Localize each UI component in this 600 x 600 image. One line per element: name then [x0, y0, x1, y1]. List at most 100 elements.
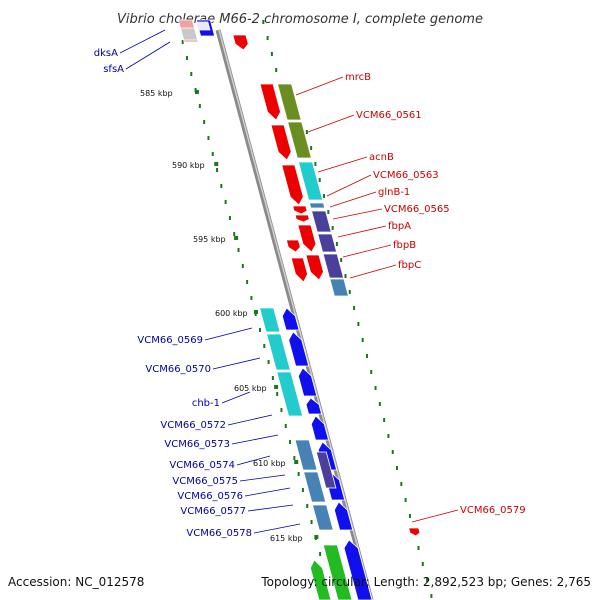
cog-box: [317, 233, 338, 253]
tick-dot: [310, 520, 313, 524]
tick-dot: [306, 504, 309, 508]
kbp-tick: [274, 385, 279, 389]
gene-arrow: [408, 527, 421, 537]
gene-label-reverse: VCM66_0572: [160, 420, 226, 431]
gene-arrow: [297, 367, 318, 397]
label-leader: [119, 29, 166, 54]
gene-arrow: [288, 331, 310, 367]
kbp-label: 595 kbp: [193, 235, 226, 244]
gene-label-forward: VCM66_0579: [460, 505, 526, 516]
gene-arrow: [294, 214, 310, 223]
gene-arrow: [290, 257, 308, 283]
tick-dot: [378, 402, 381, 406]
gene-label-forward: VCM66_0565: [384, 204, 450, 215]
tick-dot: [348, 290, 351, 294]
tick-dot: [357, 322, 360, 326]
tick-dot: [335, 242, 338, 246]
tick-dot: [224, 200, 227, 204]
label-leader: [411, 509, 459, 523]
label-leader: [227, 414, 273, 426]
gene-arrow: [333, 501, 354, 531]
cog-box: [266, 333, 291, 371]
gene-arrow: [309, 559, 332, 600]
tick-dot: [190, 72, 193, 76]
cog-box: [308, 202, 326, 209]
label-leader: [307, 114, 355, 133]
label-leader: [239, 474, 286, 482]
tick-dot: [314, 162, 317, 166]
tick-dot: [181, 40, 184, 44]
label-leader: [221, 391, 251, 404]
label-leader: [332, 208, 383, 220]
kbp-label: 615 kbp: [270, 534, 303, 543]
cog-box: [259, 307, 281, 333]
tick-dot: [233, 232, 236, 236]
tick-dot: [404, 498, 407, 502]
tick-dot: [327, 210, 330, 214]
cog-box: [315, 451, 337, 489]
tick-dot: [237, 248, 240, 252]
kbp-label: 610 kbp: [253, 459, 286, 468]
gene-arrow: [281, 307, 300, 331]
tick-dot: [241, 264, 244, 268]
cog-box: [311, 210, 332, 233]
gene-label-forward: glnB-1: [378, 187, 410, 198]
tick-dot: [331, 226, 334, 230]
tick-dot: [276, 392, 279, 396]
gene-label-reverse: dksA: [94, 48, 118, 59]
gene-label-reverse: VCM66_0576: [177, 491, 243, 502]
cog-box: [329, 278, 349, 297]
tick-dot: [211, 152, 214, 156]
tick-dot: [387, 434, 390, 438]
tick-dot: [258, 328, 261, 332]
gene-label-forward: fbpB: [393, 240, 416, 251]
cog-box: [322, 544, 353, 600]
tick-dot: [361, 338, 364, 342]
tick-dot: [207, 136, 210, 140]
cog-box: [322, 253, 345, 279]
gene-label-forward: acnB: [369, 152, 394, 163]
kbp-tick: [234, 236, 239, 240]
kbp-tick: [214, 162, 219, 166]
gene-label-forward: fbpA: [388, 221, 411, 232]
label-leader: [204, 327, 253, 341]
summary-text: Topology: circular; Length: 2,892,523 bp…: [260, 575, 591, 589]
gene-label-forward: mrcB: [345, 72, 371, 83]
gene-label-reverse: VCM66_0573: [164, 439, 230, 450]
gene-arrow: [259, 83, 281, 121]
tick-dot: [383, 418, 386, 422]
gene-label-reverse: VCM66_0577: [180, 506, 246, 517]
tick-dot: [203, 120, 206, 124]
tick-dot: [228, 216, 231, 220]
tick-dot: [344, 274, 347, 278]
kbp-tick: [194, 90, 199, 94]
tick-dot: [353, 306, 356, 310]
gene-arrow: [285, 239, 301, 253]
tick-dot: [370, 370, 373, 374]
tick-dot: [319, 552, 322, 556]
label-leader: [349, 264, 397, 279]
gene-arrow: [297, 224, 317, 253]
tick-dot: [297, 472, 300, 476]
tick-dot: [220, 184, 223, 188]
label-leader: [231, 434, 279, 445]
gene-arrow: [310, 415, 330, 441]
tick-dot: [396, 466, 399, 470]
map-title: Vibrio cholerae M66-2 chromosome I, comp…: [117, 12, 483, 27]
tick-dot: [280, 408, 283, 412]
tick-dot: [271, 376, 274, 380]
feature-tracks: [177, 19, 433, 600]
tick-dot: [408, 514, 411, 518]
cog-box: [195, 21, 211, 31]
label-leader: [125, 41, 171, 70]
cog-box: [303, 471, 327, 503]
label-leader: [236, 455, 271, 466]
tick-dot: [305, 130, 308, 134]
kbp-label: 600 kbp: [215, 309, 248, 318]
label-leader: [244, 487, 291, 497]
gene-label-reverse: VCM66_0575: [172, 476, 238, 487]
gene-label-reverse: VCM66_0569: [137, 335, 203, 346]
label-leader: [337, 225, 387, 238]
gene-label-reverse: VCM66_0574: [169, 460, 235, 471]
label-leader: [295, 76, 344, 96]
